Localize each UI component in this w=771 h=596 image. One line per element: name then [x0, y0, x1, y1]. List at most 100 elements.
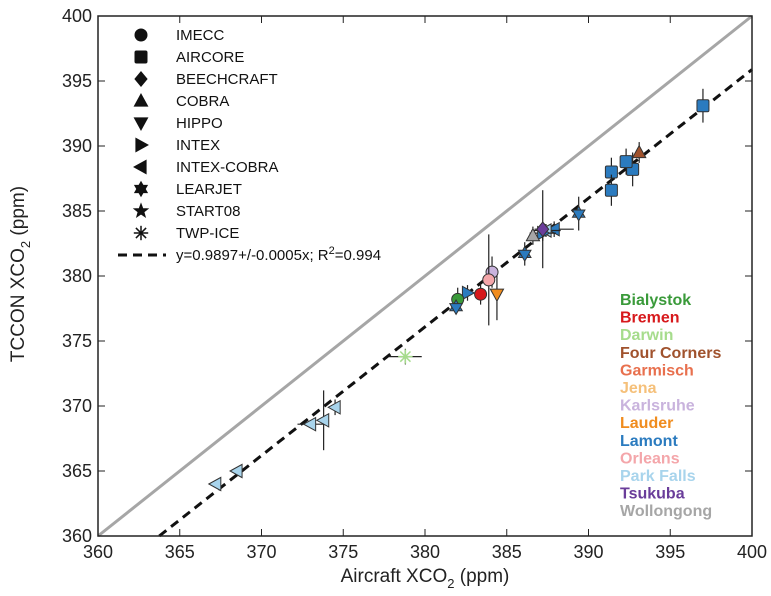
- point-marker: [696, 99, 710, 113]
- legend-marker: [133, 184, 149, 198]
- legend-marker: [133, 93, 149, 107]
- data-point: [482, 234, 496, 326]
- site-label: Tsukuba: [620, 486, 685, 503]
- x-tick-label: 400: [737, 542, 767, 562]
- legend-label: HIPPO: [176, 115, 223, 132]
- data-point: [448, 299, 464, 316]
- point-marker: [461, 285, 476, 301]
- site-label: Garmisch: [620, 362, 694, 379]
- legend-entry: IMECC: [134, 27, 225, 44]
- point-marker: [571, 209, 586, 222]
- data-point: [517, 242, 532, 266]
- site-label: Lamont: [620, 433, 678, 450]
- one-to-one-line: [97, 14, 753, 538]
- y-tick-label: 380: [62, 266, 92, 286]
- data-point: [229, 463, 243, 479]
- legend-label: LEARJET: [176, 181, 242, 198]
- point-marker-stroke: [399, 350, 412, 363]
- point-marker: [448, 303, 464, 316]
- site-label: Bremen: [620, 310, 680, 327]
- legend-entry-fit: y=0.9897+/-0.0005x; R2=0.994: [118, 245, 381, 264]
- point-marker: [315, 412, 330, 428]
- y-tick-label: 400: [62, 6, 92, 26]
- site-label: Darwin: [620, 327, 673, 344]
- y-tick-label: 370: [62, 396, 92, 416]
- y-tick-label: 385: [62, 201, 92, 221]
- x-tick-label: 375: [328, 542, 358, 562]
- point-marker: [327, 399, 341, 415]
- point-marker: [229, 463, 243, 479]
- fit-label-end: =0.994: [335, 247, 381, 264]
- site-label: Orleans: [620, 450, 680, 467]
- legend-entry: LEARJET: [133, 180, 242, 198]
- legend-marker: [133, 159, 147, 175]
- data-point: [604, 174, 618, 206]
- data-point: [631, 142, 647, 163]
- legend-label: AIRCORE: [176, 49, 244, 66]
- data-point: [474, 283, 488, 305]
- data-point: [489, 268, 505, 321]
- marker-legend: IMECC AIRCORE BEECHCRAFT COBRA HIPPO INTEX INT…: [118, 27, 381, 264]
- legend-marker: [133, 225, 149, 241]
- site-label: Karlsruhe: [620, 398, 695, 415]
- data-point: [315, 390, 330, 451]
- data-point: [297, 416, 324, 432]
- x-tick-label: 380: [410, 542, 440, 562]
- legend-label: INTEX: [176, 137, 220, 154]
- site-label: Wollongong: [620, 503, 712, 520]
- y-tick-label: 365: [62, 461, 92, 481]
- y-axis-label-unit: (ppm): [8, 186, 29, 241]
- legend-label: IMECC: [176, 27, 225, 44]
- legend-label: BEECHCRAFT: [176, 71, 278, 88]
- legend-label: INTEX-COBRA: [176, 159, 279, 176]
- legend-entry: INTEX: [135, 137, 220, 154]
- legend-entry: HIPPO: [133, 115, 223, 132]
- legend-fit-label: y=0.9897+/-0.0005x; R2=0.994: [176, 245, 381, 264]
- point-marker: [398, 349, 413, 364]
- y-axis-label: TCCON XCO2 (ppm): [8, 186, 33, 362]
- point-marker: [536, 221, 550, 238]
- fit-label-main: y=0.9897+/-0.0005x; R: [176, 247, 329, 264]
- data-point: [619, 148, 633, 175]
- data-point: [696, 88, 710, 123]
- data-point: [389, 348, 422, 365]
- data-point: [461, 285, 476, 301]
- site-label: Bialystok: [620, 292, 691, 309]
- site-label: Four Corners: [620, 345, 721, 362]
- x-tick-label: 390: [573, 542, 603, 562]
- legend-marker: [134, 71, 148, 87]
- data-point: [207, 476, 222, 492]
- x-axis-label-main: Aircraft XCO: [341, 566, 448, 587]
- point-marker: [489, 288, 505, 303]
- x-tick-label: 395: [655, 542, 685, 562]
- data-point: [536, 190, 550, 269]
- data-point: [525, 226, 541, 245]
- point-marker: [619, 155, 633, 169]
- legend-entry: BEECHCRAFT: [134, 71, 278, 88]
- legend-entry: TWP-ICE: [133, 225, 239, 242]
- site-label: Lauder: [620, 415, 673, 432]
- legend-marker: [132, 202, 150, 218]
- y-tick-label: 395: [62, 71, 92, 91]
- x-axis-label: Aircraft XCO2 (ppm): [341, 566, 510, 591]
- point-marker: [474, 287, 488, 301]
- point-marker: [604, 183, 618, 197]
- legend-entry: COBRA: [133, 93, 229, 110]
- legend-marker: [133, 117, 149, 131]
- legend-marker: [135, 137, 149, 153]
- x-tick-label: 365: [165, 542, 195, 562]
- point-marker: [302, 416, 317, 432]
- legend-entry: INTEX-COBRA: [133, 159, 279, 176]
- point-marker: [525, 227, 541, 242]
- data-point: [571, 196, 586, 231]
- axis-ticks: 360 365 370 375 380 385 390 395 400 360 365 370 375 3…: [62, 6, 767, 562]
- legend-label: START08: [176, 203, 240, 220]
- point-marker: [517, 249, 532, 263]
- plot-frame: [97, 15, 753, 537]
- y-axis-label-main: TCCON XCO: [8, 248, 29, 362]
- site-label: Jena: [620, 380, 657, 397]
- legend-label: COBRA: [176, 93, 229, 110]
- x-axis-label-sub: 2: [447, 576, 454, 591]
